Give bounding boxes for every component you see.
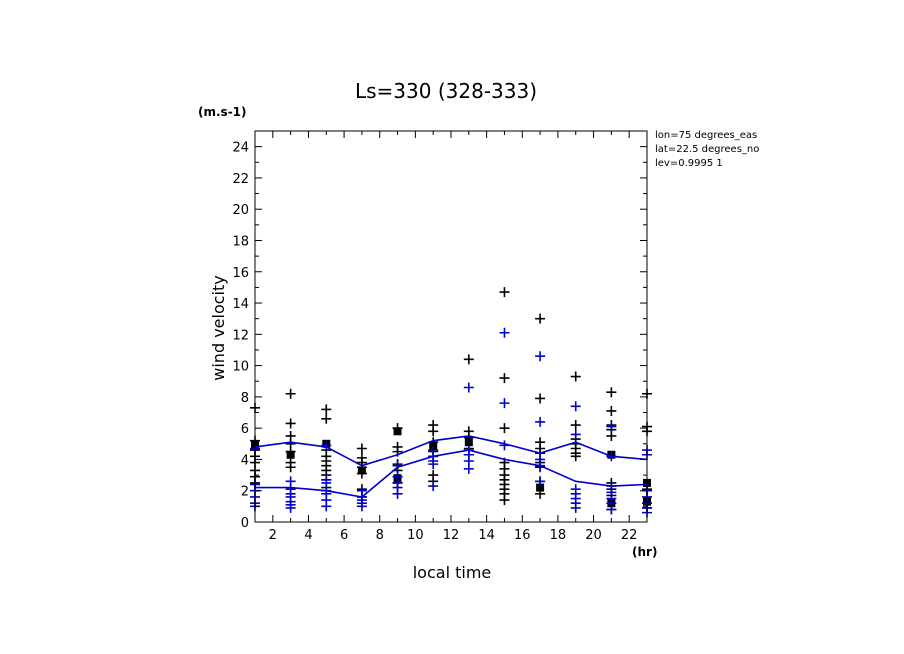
x-tick-label: 22: [621, 528, 638, 543]
data-point: [285, 502, 296, 513]
x-tick-label: 14: [478, 528, 495, 543]
x-tick-label: 12: [443, 528, 460, 543]
data-point: [499, 327, 510, 338]
data-point: [606, 504, 617, 515]
plot-area: [250, 287, 652, 518]
data-point: [570, 371, 581, 382]
y-tick-label: 2: [241, 485, 249, 500]
data-point: [428, 481, 439, 492]
data-point: [321, 440, 332, 451]
data-point: [356, 443, 367, 454]
info-line-lev: lev=0.9995 1: [655, 158, 723, 169]
data-point: [535, 416, 546, 427]
chart-title: Ls=330 (328-333): [355, 79, 537, 103]
y-tick-label: 0: [241, 516, 249, 531]
data-point: [285, 462, 296, 473]
data-point: [428, 459, 439, 470]
data-point-square: [286, 450, 295, 459]
data-point: [535, 393, 546, 404]
y-tick-label: 20: [232, 203, 249, 218]
y-tick-label: 24: [232, 141, 249, 156]
info-line-lon: lon=75 degrees_eas: [655, 130, 757, 141]
x-tick-label: 4: [304, 528, 312, 543]
y-tick-label: 22: [232, 172, 249, 187]
data-point: [321, 404, 332, 415]
x-tick-label: 20: [585, 528, 602, 543]
data-point: [570, 502, 581, 513]
info-line-lat: lat=22.5 degrees_no: [655, 144, 759, 155]
mean-line-2: [254, 435, 648, 467]
data-point-square: [464, 438, 473, 447]
y-tick-label: 8: [241, 391, 249, 406]
data-point: [535, 488, 546, 499]
y-tick-label: 10: [232, 360, 249, 375]
y-tick-label: 14: [232, 297, 249, 312]
data-point: [606, 421, 617, 432]
y-axis-label: wind velocity: [209, 275, 228, 380]
x-axis-label: local time: [413, 563, 492, 582]
data-point: [499, 398, 510, 409]
data-point: [463, 354, 474, 365]
info-block: lon=75 degrees_eas lat=22.5 degrees_no l…: [655, 130, 759, 169]
x-tick-label: 6: [340, 528, 348, 543]
data-point: [606, 387, 617, 398]
data-point: [499, 287, 510, 298]
data-point: [535, 476, 546, 487]
y-tick-label: 16: [232, 266, 249, 281]
data-point-square: [536, 483, 545, 492]
data-point: [285, 388, 296, 399]
data-point: [285, 418, 296, 429]
data-point: [321, 501, 332, 512]
plot-frame: [254, 130, 648, 523]
data-point: [570, 401, 581, 412]
x-tick-label: 16: [514, 528, 531, 543]
data-point: [535, 351, 546, 362]
y-unit-label: (m.s-1): [198, 105, 247, 119]
data-point: [463, 382, 474, 393]
data-point: [535, 313, 546, 324]
data-point: [606, 430, 617, 441]
data-point-square: [393, 427, 402, 436]
x-tick-label: 2: [269, 528, 277, 543]
data-point: [356, 501, 367, 512]
data-point: [499, 495, 510, 506]
x-unit-label: (hr): [632, 545, 657, 559]
data-point: [499, 373, 510, 384]
x-tick-label: 10: [407, 528, 424, 543]
data-point: [570, 451, 581, 462]
data-point: [606, 405, 617, 416]
data-point: [356, 468, 367, 479]
y-tick-label: 18: [232, 234, 249, 249]
data-point: [428, 426, 439, 437]
y-tick-label: 6: [241, 422, 249, 437]
data-point: [463, 463, 474, 474]
x-tick-label: 8: [376, 528, 384, 543]
data-point: [321, 413, 332, 424]
data-point: [392, 488, 403, 499]
y-tick-label: 4: [241, 453, 249, 468]
mean-line-3: [255, 449, 648, 498]
x-tick-label: 18: [550, 528, 567, 543]
data-point: [570, 420, 581, 431]
data-point: [499, 423, 510, 434]
y-tick-label: 12: [232, 328, 249, 343]
data-point: [570, 429, 581, 440]
